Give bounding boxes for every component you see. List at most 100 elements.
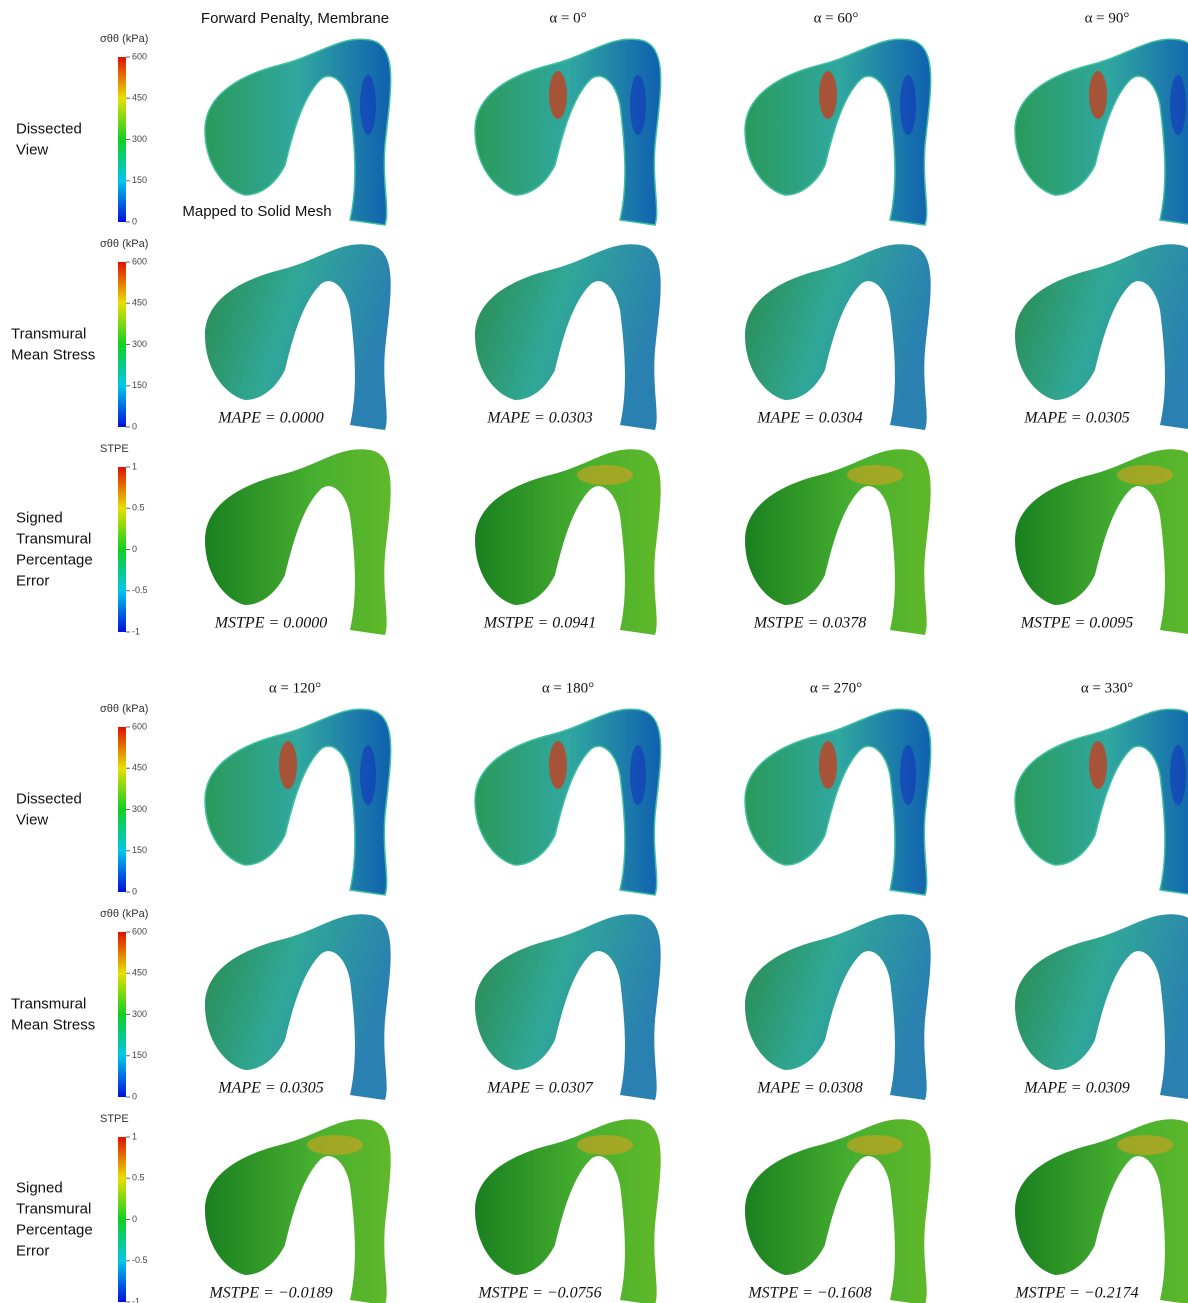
colorbar-tick-label: 600 (132, 721, 147, 731)
aorta-surface (475, 914, 661, 1100)
colorbar-tick-label: -0.5 (132, 1255, 148, 1265)
metric-label: MAPE = 0.0304 (756, 410, 862, 427)
colorbar-tick-label: -1 (132, 626, 140, 636)
colorbar-tick-label: 0 (132, 421, 137, 431)
row-label: Transmural (11, 325, 86, 342)
colorbar-title: σθθ (kPa) (100, 238, 148, 250)
aorta-surface (205, 244, 391, 430)
colorbar-tick-label: 300 (132, 339, 147, 349)
metric-label: MAPE = 0.0307 (486, 1080, 593, 1097)
row-label: Mean Stress (11, 346, 95, 363)
row-label: Transmural (11, 995, 86, 1012)
metric-label: MAPE = 0.0000 (217, 410, 323, 427)
row-label: Percentage (16, 1221, 93, 1238)
low-stress (630, 745, 646, 805)
row-label: Percentage (16, 551, 93, 568)
column-header: Forward Penalty, Membrane (201, 10, 389, 27)
colorbar-tick-label: 600 (132, 926, 147, 936)
stress-hotspot (1089, 71, 1107, 119)
aorta-view (1015, 709, 1188, 895)
aorta-surface (745, 39, 931, 225)
colorbar-title: σθθ (kPa) (100, 33, 148, 45)
metric-label: MSTPE = −0.2174 (1014, 1285, 1138, 1302)
error-hotspot (577, 1135, 633, 1155)
aorta-view (745, 709, 931, 895)
aorta-surface (745, 449, 931, 635)
colorbar-tick-label: 600 (132, 51, 147, 61)
aorta-view (205, 709, 391, 895)
colorbar-tick-label: 150 (132, 1050, 147, 1060)
annotation: Mapped to Solid Mesh (182, 203, 331, 220)
row-label: Signed (16, 509, 63, 526)
colorbar-tick-label: 0 (132, 544, 137, 554)
column-header: α = 60° (814, 10, 859, 26)
row-label: View (16, 141, 48, 158)
row-label: Dissected (16, 120, 82, 137)
stress-hotspot (1089, 741, 1107, 789)
colorbar (118, 262, 126, 427)
aorta-view (475, 709, 661, 895)
aorta-surface (1015, 709, 1188, 895)
low-stress (630, 75, 646, 135)
aorta-surface (205, 1119, 391, 1303)
aorta-view (1015, 39, 1188, 225)
column-header: α = 330° (1081, 680, 1133, 696)
error-hotspot (577, 465, 633, 485)
aorta-view (475, 39, 661, 225)
aorta-surface (205, 449, 391, 635)
aorta-view (1015, 914, 1188, 1100)
aorta-view (745, 39, 931, 225)
aorta-view (205, 39, 391, 225)
stress-hotspot (549, 741, 567, 789)
colorbar-tick-label: 600 (132, 256, 147, 266)
low-stress (360, 745, 376, 805)
colorbar-tick-label: 150 (132, 175, 147, 185)
colorbar (118, 932, 126, 1097)
aorta-view (1015, 449, 1188, 635)
colorbar-tick-label: -0.5 (132, 585, 148, 595)
aorta-surface (205, 914, 391, 1100)
aorta-view (1015, 1119, 1188, 1303)
aorta-surface (1015, 39, 1188, 225)
colorbar-tick-label: 0.5 (132, 1173, 145, 1183)
stress-hotspot (279, 741, 297, 789)
colorbar-tick-label: 450 (132, 298, 147, 308)
aorta-view (205, 244, 391, 430)
metric-label: MSTPE = 0.0095 (1020, 615, 1134, 632)
row-label: Error (16, 572, 49, 589)
colorbar (118, 727, 126, 892)
colorbar (118, 57, 126, 222)
column-header: α = 90° (1085, 10, 1130, 26)
aorta-surface (475, 39, 661, 225)
aorta-view (205, 914, 391, 1100)
colorbar-tick-label: 450 (132, 968, 147, 978)
colorbar-tick-label: 0 (132, 1091, 137, 1101)
colorbar (118, 467, 126, 632)
metric-label: MSTPE = −0.0756 (477, 1285, 601, 1302)
colorbar-tick-label: 450 (132, 93, 147, 103)
stress-hotspot (819, 71, 837, 119)
colorbar-tick-label: 1 (132, 1131, 137, 1141)
aorta-surface (475, 449, 661, 635)
aorta-surface (745, 244, 931, 430)
low-stress (1170, 745, 1186, 805)
aorta-view (745, 914, 931, 1100)
colorbar-tick-label: 150 (132, 380, 147, 390)
stress-hotspot (819, 741, 837, 789)
row-label: Transmural (16, 530, 91, 547)
aorta-surface (205, 709, 391, 895)
colorbar-tick-label: 0.5 (132, 503, 145, 513)
column-header: α = 120° (269, 680, 321, 696)
aorta-view (745, 244, 931, 430)
metric-label: MAPE = 0.0308 (756, 1080, 862, 1097)
column-header: α = 270° (810, 680, 862, 696)
metric-label: MAPE = 0.0305 (217, 1080, 323, 1097)
colorbar-tick-label: 300 (132, 134, 147, 144)
colorbar-tick-label: 150 (132, 845, 147, 855)
colorbar-title: STPE (100, 1113, 129, 1125)
aorta-surface (745, 709, 931, 895)
aorta-view (745, 1119, 931, 1303)
aorta-view (205, 449, 391, 635)
metric-label: MSTPE = −0.1608 (747, 1285, 871, 1302)
aorta-surface (745, 1119, 931, 1303)
